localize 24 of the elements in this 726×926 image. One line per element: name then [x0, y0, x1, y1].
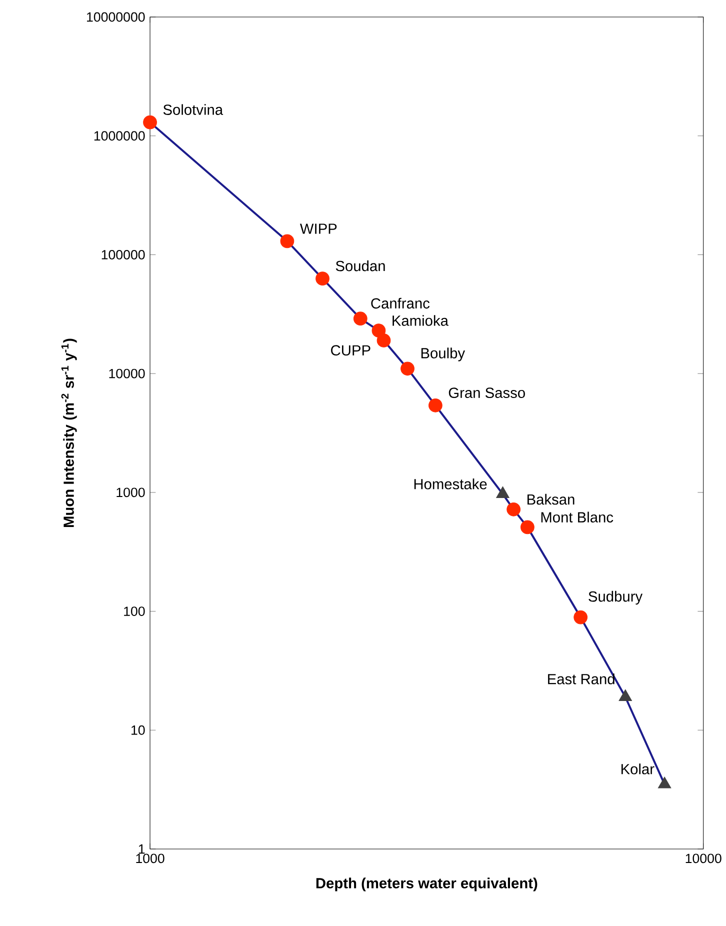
- annotation: Soudan: [336, 260, 385, 272]
- y-tick-label: 100000: [102, 250, 145, 260]
- annotation: CUPP: [330, 345, 370, 356]
- annotation: Solotvina: [163, 104, 223, 115]
- y-tick-label: 1000000: [94, 131, 145, 141]
- y-tick-label: 10000: [109, 368, 145, 378]
- y-tick-label: 100: [124, 606, 145, 616]
- annotation: Gran Sasso: [448, 388, 525, 398]
- annotation: Boulby: [421, 348, 465, 362]
- annotation: Sudbury: [588, 590, 642, 605]
- y-tick-label: 10000000: [86, 12, 145, 22]
- annotation: Homestake: [414, 478, 487, 490]
- annotation: Kamioka: [392, 315, 448, 326]
- y-tick-label: 1: [138, 844, 145, 854]
- annotation: WIPP: [300, 224, 336, 234]
- annotation: Canfranc: [371, 298, 430, 309]
- annotation: Mont Blanc: [541, 512, 613, 522]
- y-tick-label: 10: [131, 725, 145, 735]
- annotation: East Rand: [548, 674, 614, 684]
- y-tick-label: 1000: [116, 488, 145, 498]
- x-axis-title: Depth (meters water equivalent): [316, 878, 538, 892]
- y-axis-title: Muon Intensity (m$^{-2}$ sr$^{-1}$ y$^{-1}$): [61, 338, 77, 527]
- annotation: Baksan: [527, 494, 574, 505]
- annotation: Kolar: [621, 764, 654, 774]
